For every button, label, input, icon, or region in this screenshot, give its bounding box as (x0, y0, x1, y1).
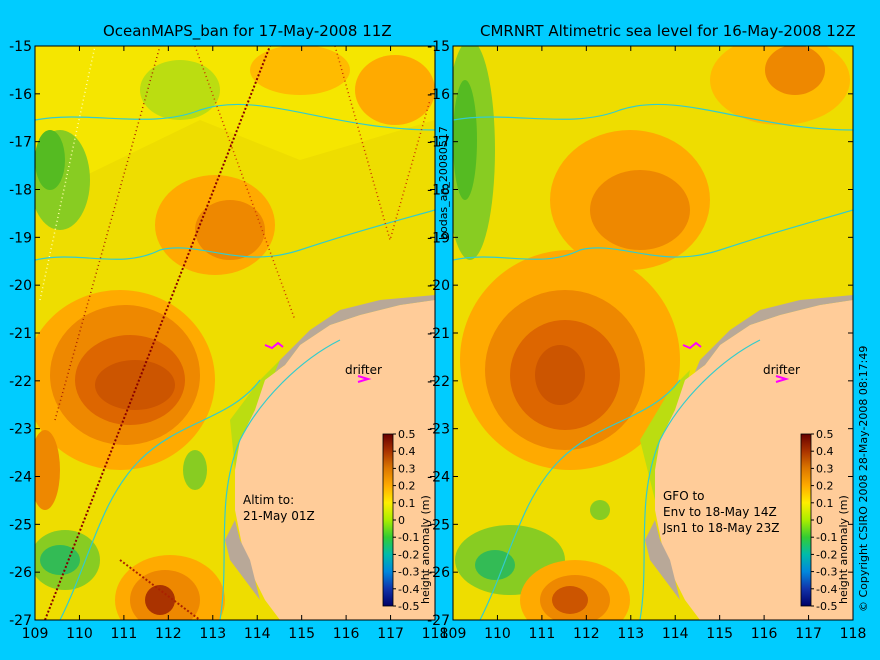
right-note-line-3: Jsn1 to 18-May 23Z (662, 521, 779, 535)
right-x-tick-label: 114 (662, 626, 689, 642)
right-x-tick-label: 115 (706, 626, 733, 642)
right-y-tick-label: -22 (427, 374, 450, 390)
left-y-tick-label: -18 (9, 183, 32, 199)
right-y-tick-label: -24 (427, 470, 450, 486)
left-x-tick-label: 118 (422, 626, 449, 642)
left-x-tick-label: 116 (333, 626, 360, 642)
right-x-tick-label: 113 (617, 626, 644, 642)
left-y-tick-label: -24 (9, 470, 32, 486)
right-y-tick-label: -25 (427, 517, 450, 533)
right-drifter-track (682, 341, 702, 350)
left-y-tick-label: -22 (9, 374, 32, 390)
left-y-tick-label: -23 (9, 422, 32, 438)
right-y-tick-label: -27 (427, 613, 450, 629)
right-note-line-2: Env to 18-May 14Z (663, 505, 777, 519)
right-y-tick-label: -18 (427, 183, 450, 199)
right-x-tick-label: 109 (440, 626, 467, 642)
right-map-axes: 109 110 111 112 113 114 115 116 117 118 -15 -16 -17 -… (427, 39, 866, 642)
right-y-tick-label: -17 (427, 135, 450, 151)
right-colorbar-tick-label: -0.3 (816, 566, 837, 579)
right-x-tick-label: 117 (795, 626, 822, 642)
left-colorbar-ticks: 0.5 0.4 0.3 0.2 0.1 0 -0.1 -0.2 -0.3 -0.4 -0.5 (393, 428, 419, 613)
right-drifter-label: drifter (763, 363, 800, 377)
left-colorbar-label: height anomaly (m) (419, 495, 432, 604)
left-x-tick-label: 115 (288, 626, 315, 642)
left-colorbar (382, 433, 394, 607)
left-note-line-1: Altim to: (243, 493, 294, 507)
left-y-tick-label: -26 (9, 565, 32, 581)
left-panel-title: OceanMAPS_ban for 17-May-2008 11Z (103, 22, 392, 40)
left-x-tick-label: 110 (66, 626, 93, 642)
left-y-tick-label: -17 (9, 135, 32, 151)
right-x-tick-label: 116 (751, 626, 778, 642)
left-map (35, 46, 435, 620)
right-y-tick-label: -20 (427, 278, 450, 294)
right-colorbar-tick-label: -0.2 (816, 548, 837, 561)
right-y-tick-label: -16 (427, 87, 450, 103)
right-y-tick-label: -21 (427, 326, 450, 342)
left-x-tick-label: 109 (22, 626, 49, 642)
left-colorbar-tick-label: -0.1 (398, 531, 419, 544)
left-colorbar-tick-label: -0.4 (398, 583, 419, 596)
copyright-label: © Copyright CSIRO 2008 28-May-2008 08:17… (857, 345, 870, 612)
right-colorbar-tick-label: 0.3 (816, 462, 834, 475)
right-colorbar-tick-label: 0.2 (816, 480, 834, 493)
right-colorbar-label: height anomaly (m) (837, 495, 850, 604)
right-map (453, 46, 853, 620)
left-x-tick-label: 113 (199, 626, 226, 642)
left-colorbar-tick-label: 0.3 (398, 462, 416, 475)
left-note-line-2: 21-May 01Z (243, 509, 315, 523)
left-y-tick-label: -20 (9, 278, 32, 294)
right-colorbar-tick-label: -0.5 (816, 600, 837, 613)
left-y-tick-label: -15 (9, 39, 32, 55)
right-colorbar-tick-label: 0.5 (816, 428, 834, 441)
right-colorbar-tick-label: 0.4 (816, 445, 834, 458)
right-panel-title: CMRNRT Altimetric sea level for 16-May-2… (480, 22, 856, 40)
right-x-tick-label: 118 (840, 626, 867, 642)
left-y-tick-label: -21 (9, 326, 32, 342)
right-y-tick-label: -26 (427, 565, 450, 581)
left-colorbar-tick-label: -0.3 (398, 566, 419, 579)
left-x-tick-label: 117 (377, 626, 404, 642)
left-colorbar-tick-label: 0.5 (398, 428, 416, 441)
left-drifter-label: drifter (345, 363, 382, 377)
right-x-tick-label: 112 (573, 626, 600, 642)
right-colorbar-ticks: 0.5 0.4 0.3 0.2 0.1 0 -0.1 -0.2 -0.3 -0.4 -0.5 (811, 428, 837, 613)
left-colorbar-tick-label: -0.5 (398, 600, 419, 613)
right-colorbar (800, 433, 812, 607)
left-colorbar-tick-label: -0.2 (398, 548, 419, 561)
left-y-tick-label: -25 (9, 517, 32, 533)
run-id-label: bodas_an_20080517 (437, 126, 450, 240)
right-x-tick-label: 111 (529, 626, 556, 642)
left-drifter-icon (357, 375, 372, 383)
right-colorbar-tick-label: -0.1 (816, 531, 837, 544)
left-x-tick-label: 111 (111, 626, 138, 642)
left-x-tick-label: 112 (155, 626, 182, 642)
right-colorbar-tick-label: 0 (816, 514, 823, 527)
right-colorbar-tick-label: 0.1 (816, 497, 834, 510)
left-y-tick-label: -27 (9, 613, 32, 629)
left-colorbar-tick-label: 0.1 (398, 497, 416, 510)
right-drifter-icon (775, 375, 790, 383)
right-y-tick-label: -19 (427, 230, 450, 246)
left-colorbar-tick-label: 0.2 (398, 480, 416, 493)
right-colorbar-tick-label: -0.4 (816, 583, 837, 596)
left-drifter-track (264, 341, 284, 350)
left-y-tick-label: -19 (9, 230, 32, 246)
left-x-tick-label: 114 (244, 626, 271, 642)
left-colorbar-tick-label: 0.4 (398, 445, 416, 458)
left-map-axes: 109 110 111 112 113 114 115 116 117 118 -15 -16 -17 -… (9, 39, 448, 642)
left-y-tick-label: -16 (9, 87, 32, 103)
right-note-line-1: GFO to (663, 489, 705, 503)
right-y-tick-label: -23 (427, 422, 450, 438)
right-y-tick-label: -15 (427, 39, 450, 55)
left-colorbar-tick-label: 0 (398, 514, 405, 527)
right-x-tick-label: 110 (484, 626, 511, 642)
